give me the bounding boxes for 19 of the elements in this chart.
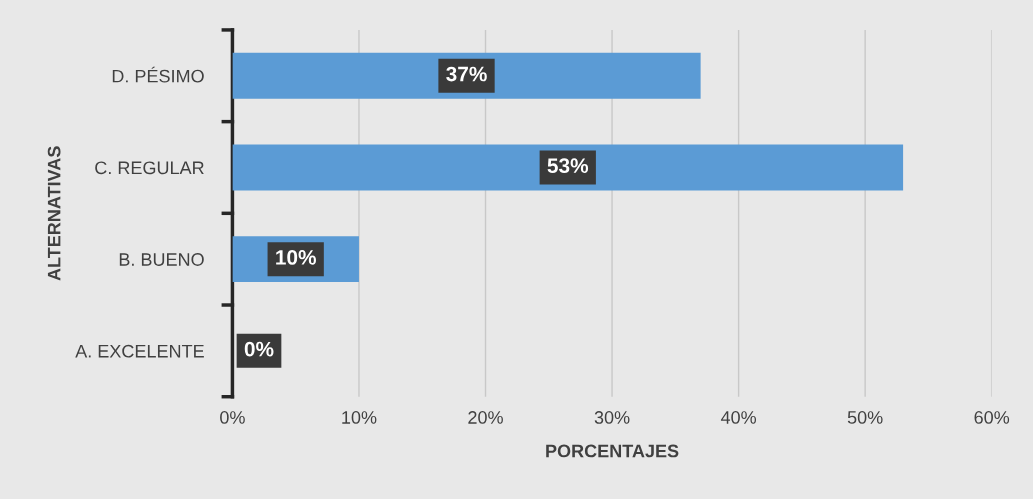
y-tick-label: D. PÉSIMO <box>112 66 204 83</box>
y-axis-title: ALTERNATIVAS <box>47 146 61 281</box>
bar <box>232 52 701 99</box>
x-tick-label: 60% <box>974 411 1010 424</box>
x-axis-title: PORCENTAJES <box>546 444 679 458</box>
y-tick-label: C. REGULAR <box>95 161 204 175</box>
y-tick-label: A. EXCELENTE <box>75 344 204 358</box>
data-label: 0% <box>244 341 274 357</box>
x-tick-label: 10% <box>342 411 377 424</box>
x-tick-label: 40% <box>720 411 757 424</box>
x-tick-label: 0% <box>220 411 245 424</box>
x-tick-label: 20% <box>468 411 503 424</box>
data-label: 37% <box>446 66 487 82</box>
x-tick-label: 30% <box>594 411 630 424</box>
y-tick-label: B. BUENO <box>119 253 204 266</box>
data-label: 10% <box>276 250 316 265</box>
x-tick-label: 50% <box>847 411 883 424</box>
data-label: 53% <box>547 158 589 174</box>
bar <box>232 144 904 191</box>
